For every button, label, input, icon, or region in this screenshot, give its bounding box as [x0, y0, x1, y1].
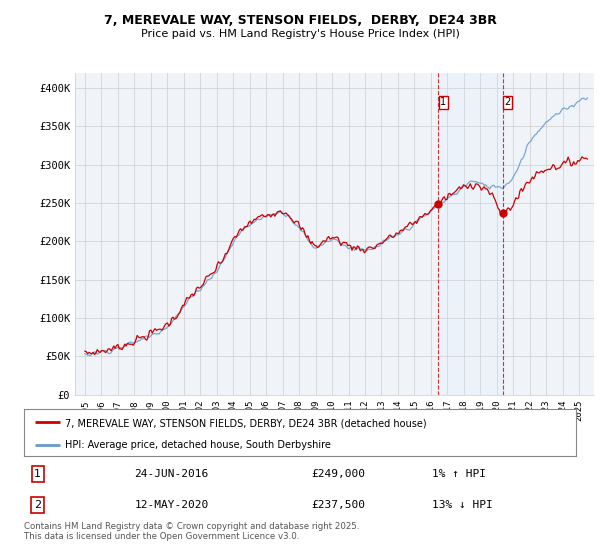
Text: 13% ↓ HPI: 13% ↓ HPI [433, 500, 493, 510]
Text: 7, MEREVALE WAY, STENSON FIELDS,  DERBY,  DE24 3BR: 7, MEREVALE WAY, STENSON FIELDS, DERBY, … [104, 14, 496, 27]
Text: 24-JUN-2016: 24-JUN-2016 [134, 469, 209, 479]
Bar [439, 73, 503, 395]
Text: 1: 1 [34, 469, 41, 479]
Text: 7, MEREVALE WAY, STENSON FIELDS, DERBY, DE24 3BR (detached house): 7, MEREVALE WAY, STENSON FIELDS, DERBY, … [65, 418, 427, 428]
Text: 12-MAY-2020: 12-MAY-2020 [134, 500, 209, 510]
Text: HPI: Average price, detached house, South Derbyshire: HPI: Average price, detached house, Sout… [65, 441, 331, 450]
Text: Price paid vs. HM Land Registry's House Price Index (HPI): Price paid vs. HM Land Registry's House … [140, 29, 460, 39]
Text: £249,000: £249,000 [311, 469, 365, 479]
Text: 1: 1 [440, 97, 446, 108]
Text: Contains HM Land Registry data © Crown copyright and database right 2025.
This d: Contains HM Land Registry data © Crown c… [24, 522, 359, 542]
Text: 1% ↑ HPI: 1% ↑ HPI [433, 469, 487, 479]
Text: 2: 2 [505, 97, 511, 108]
Text: 2: 2 [34, 500, 41, 510]
Text: £237,500: £237,500 [311, 500, 365, 510]
